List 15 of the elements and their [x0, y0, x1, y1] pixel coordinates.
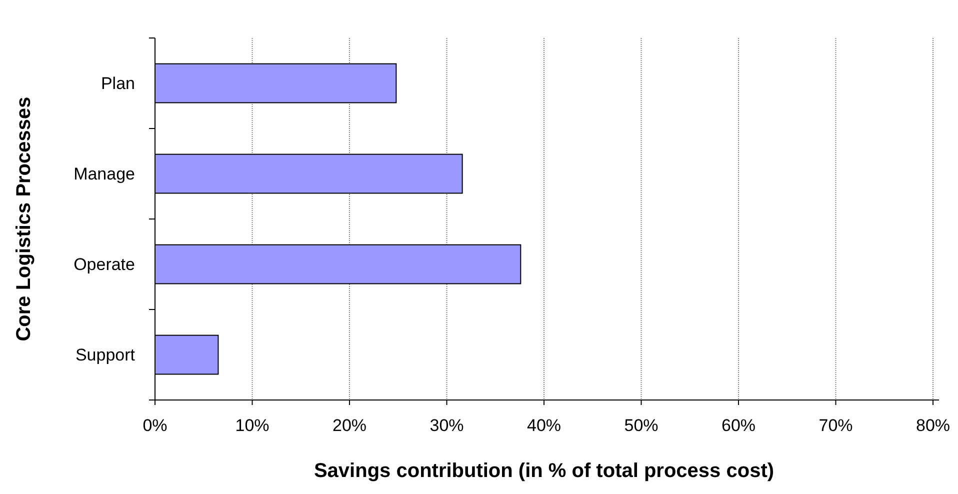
- x-tick-label: 70%: [818, 416, 853, 435]
- x-tick-label: 0%: [142, 416, 168, 435]
- y-tick-label: Operate: [74, 255, 135, 274]
- y-tick-label: Manage: [74, 164, 135, 184]
- x-tick-label: 20%: [332, 416, 367, 435]
- x-tick-label: 60%: [721, 416, 756, 435]
- y-tick-label: Plan: [100, 74, 135, 94]
- y-axis-title: Core Logistics Processes: [13, 96, 35, 342]
- y-tick-label: Support: [75, 346, 136, 365]
- x-tick-label: 80%: [916, 416, 950, 435]
- x-tick-label: 10%: [235, 416, 270, 435]
- x-tick-label: 30%: [430, 416, 464, 435]
- x-tick-label: 50%: [624, 416, 658, 435]
- x-tick-label: 40%: [526, 416, 562, 435]
- x-axis-title: Savings contribution (in % of total process cost): [314, 460, 774, 482]
